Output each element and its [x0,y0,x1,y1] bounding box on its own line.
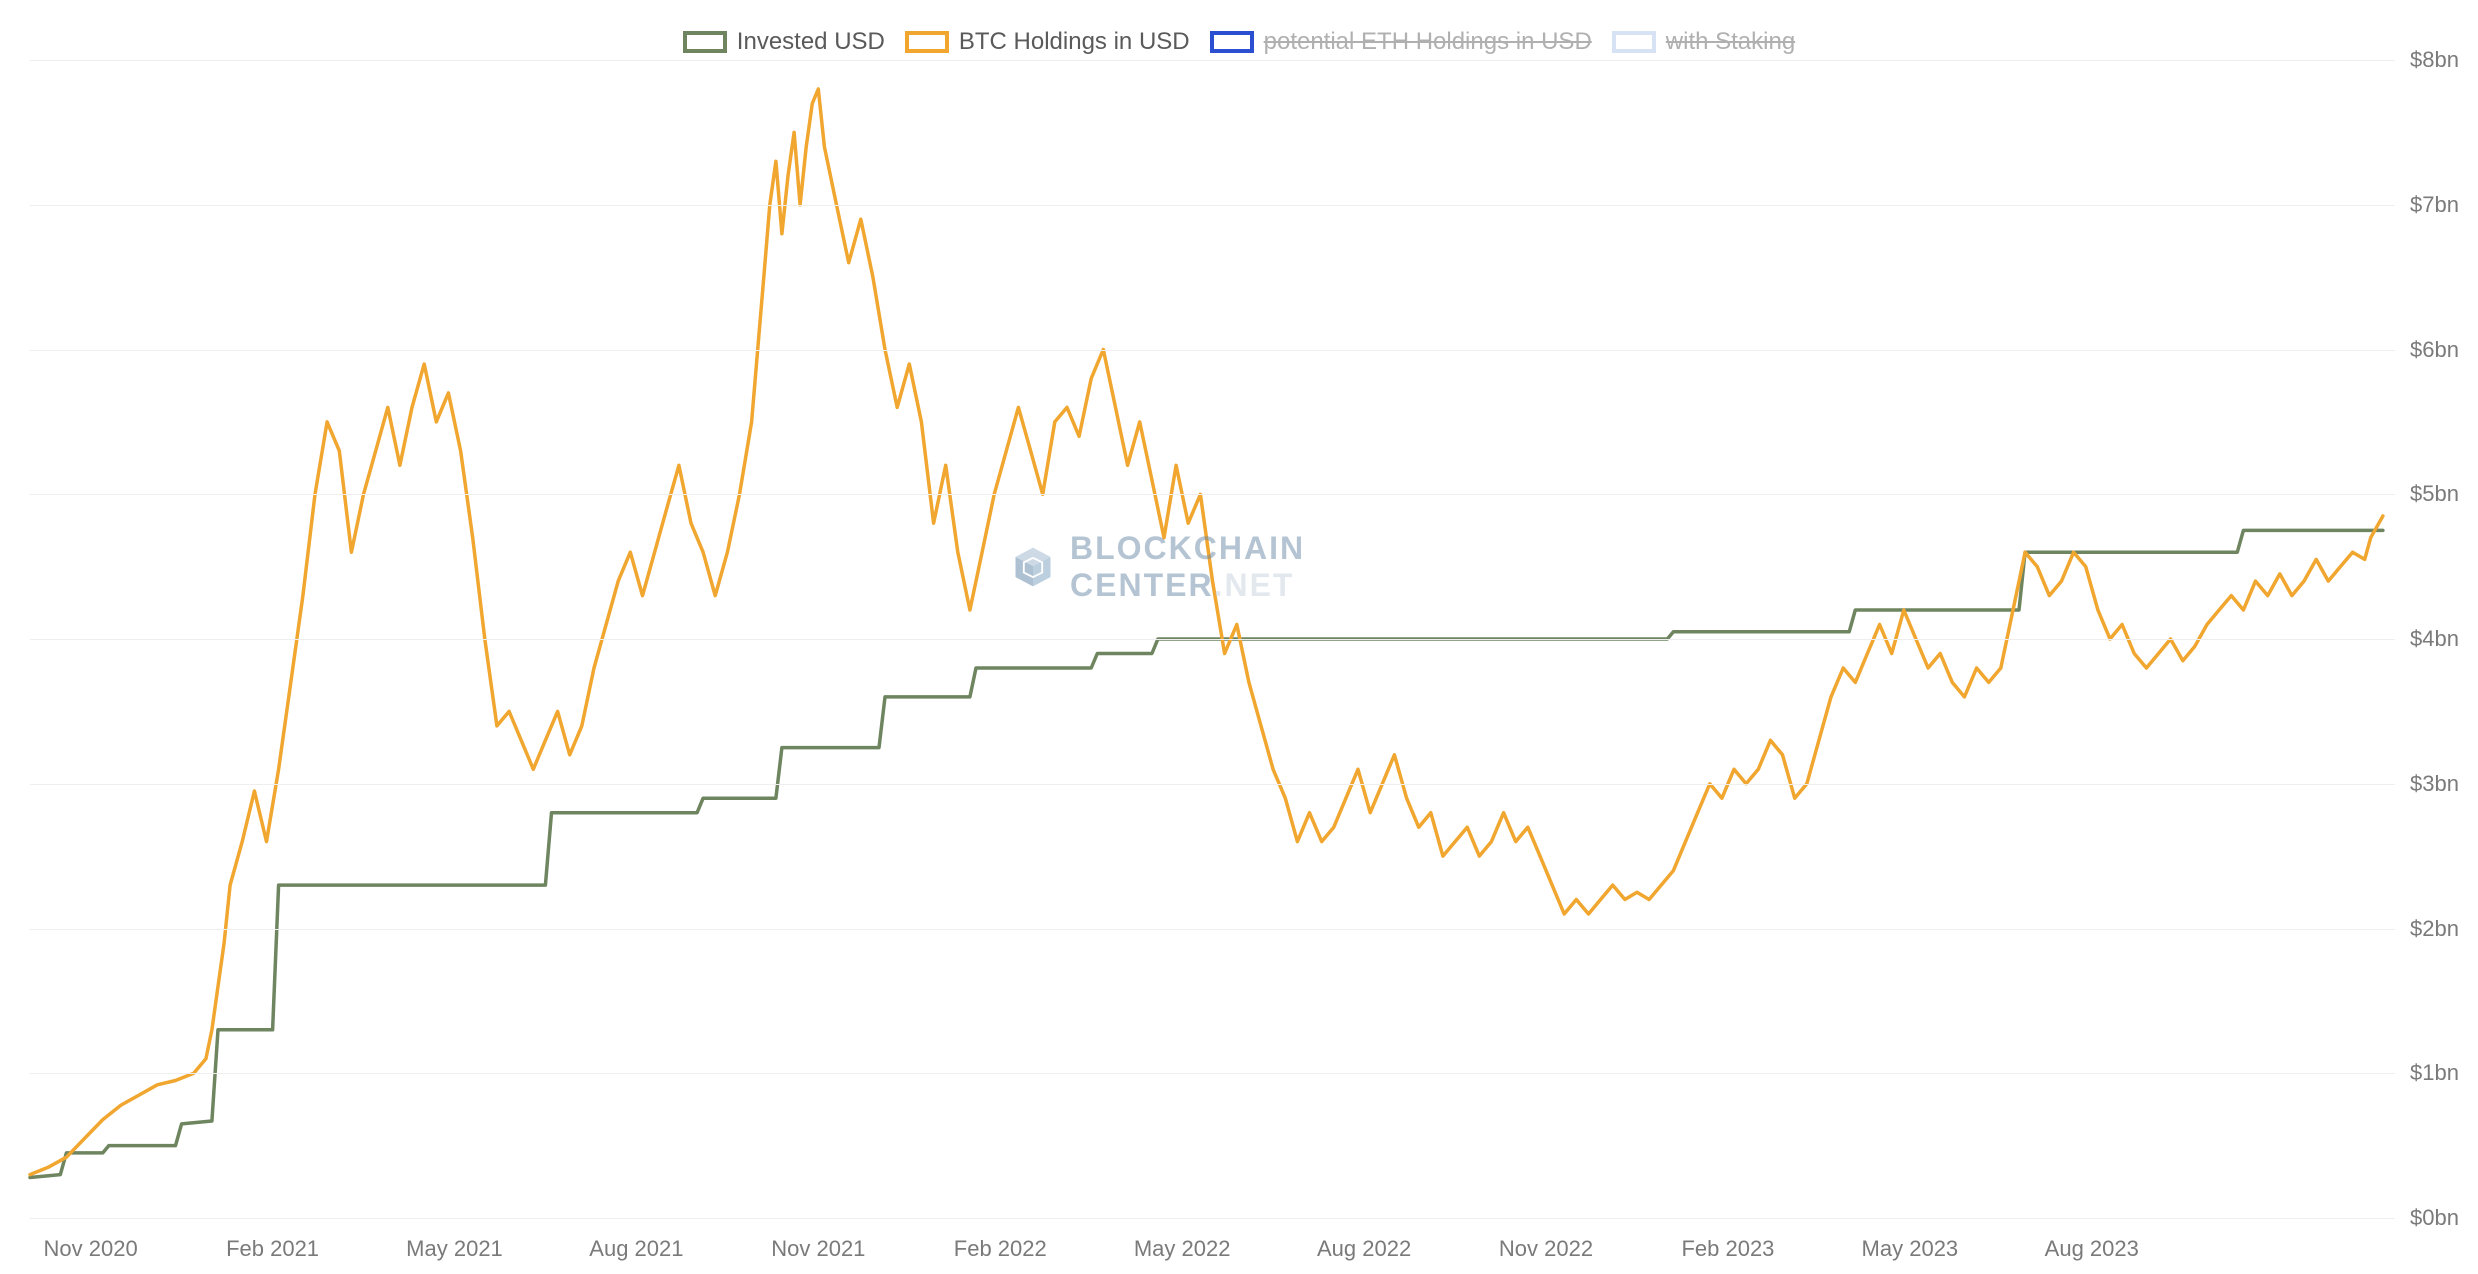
x-axis-label: Feb 2022 [954,1236,1047,1262]
legend-label: potential ETH Holdings in USD [1264,28,1592,56]
x-axis-label: Aug 2021 [589,1236,683,1262]
x-axis-label: Feb 2023 [1681,1236,1774,1262]
gridline [30,1218,2395,1219]
plot-area [30,60,2395,1218]
y-axis-label: $1bn [2410,1060,2459,1086]
x-axis-label: Aug 2022 [1317,1236,1411,1262]
gridline [30,929,2395,930]
gridline [30,784,2395,785]
chart-container: Invested USD BTC Holdings in USD potential… [0,0,2478,1274]
x-axis-label: Nov 2021 [771,1236,865,1262]
legend: Invested USD BTC Holdings in USD potential… [0,28,2478,56]
x-axis-label: May 2022 [1134,1236,1231,1262]
y-axis-label: $8bn [2410,47,2459,73]
y-axis-label: $5bn [2410,481,2459,507]
series-btc-holdings [30,89,2383,1175]
legend-label: BTC Holdings in USD [959,28,1190,56]
legend-label: with Staking [1666,28,1795,56]
x-axis-label: May 2023 [1862,1236,1959,1262]
gridline [30,60,2395,61]
y-axis-label: $4bn [2410,626,2459,652]
x-axis-label: Feb 2021 [226,1236,319,1262]
gridline [30,494,2395,495]
legend-item[interactable]: with Staking [1612,28,1795,56]
gridline [30,639,2395,640]
legend-label: Invested USD [737,28,885,56]
y-axis-label: $3bn [2410,771,2459,797]
legend-swatch [1612,31,1656,53]
x-axis-label: Nov 2020 [44,1236,138,1262]
legend-item[interactable]: BTC Holdings in USD [905,28,1190,56]
legend-item[interactable]: potential ETH Holdings in USD [1210,28,1592,56]
x-axis-label: Nov 2022 [1499,1236,1593,1262]
x-axis-label: Aug 2023 [2045,1236,2139,1262]
gridline [30,350,2395,351]
legend-swatch [1210,31,1254,53]
legend-item[interactable]: Invested USD [683,28,885,56]
y-axis-label: $0bn [2410,1205,2459,1231]
gridline [30,1073,2395,1074]
y-axis-label: $7bn [2410,192,2459,218]
legend-swatch [683,31,727,53]
series-invested-usd [30,530,2383,1177]
y-axis-label: $6bn [2410,337,2459,363]
gridline [30,205,2395,206]
x-axis-label: May 2021 [406,1236,503,1262]
legend-swatch [905,31,949,53]
y-axis-label: $2bn [2410,916,2459,942]
